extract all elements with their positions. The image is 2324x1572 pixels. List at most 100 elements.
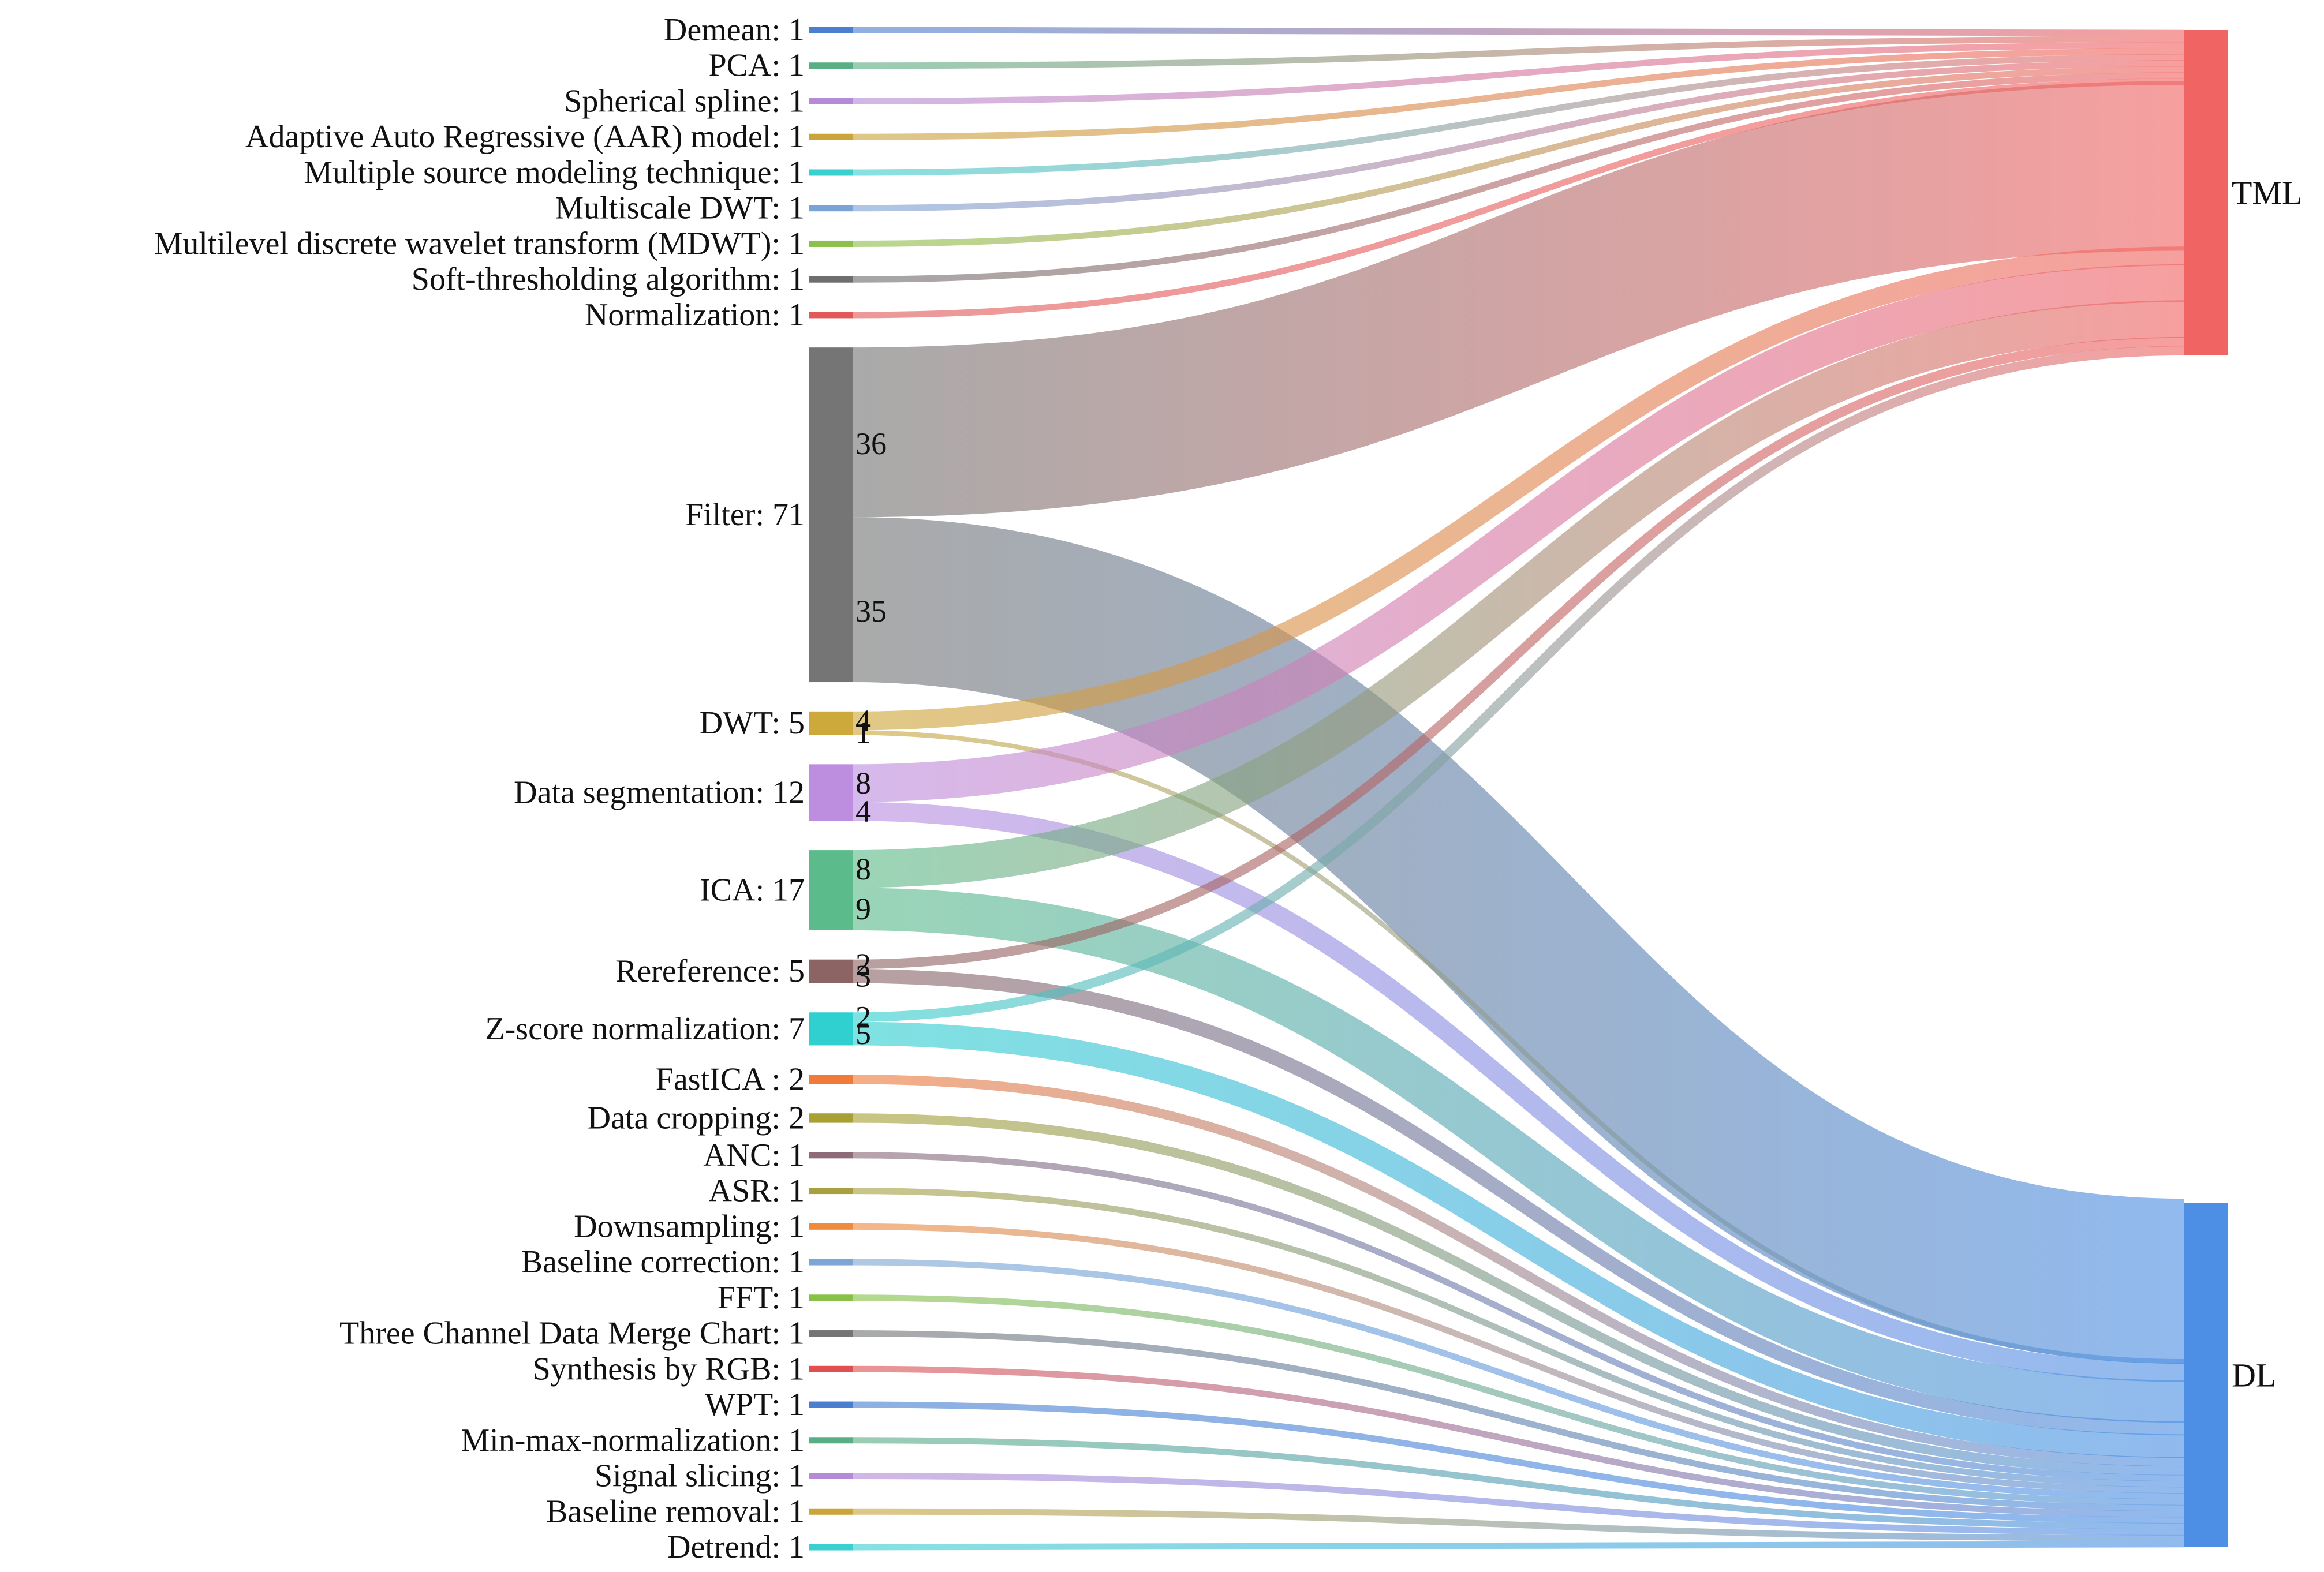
link-dwt-to-tml[interactable] [853,246,2185,731]
source-node-anc[interactable] [809,1152,853,1159]
source-label-multiscale-dwt: Multiscale DWT: 1 [555,190,805,226]
flow-label-z-score-normalization-to-dl: 5 [855,1016,871,1051]
source-node-baseline-correction[interactable] [809,1259,853,1266]
link-adaptive-auto-regressive-aar-model-to-tml[interactable] [853,48,2185,140]
source-label-z-score-normalization: Z-score normalization: 7 [485,1011,805,1047]
link-fft-to-dl[interactable] [853,1294,2185,1506]
link-filter-to-tml[interactable] [853,81,2185,518]
link-z-score-normalization-to-dl[interactable] [853,1021,2185,1458]
source-node-detrend[interactable] [809,1544,853,1551]
flow-label-data-segmentation-to-tml: 8 [855,766,871,800]
source-node-min-max-normalization[interactable] [809,1437,853,1444]
source-label-fastica: FastICA : 2 [656,1061,805,1097]
link-data-cropping-to-dl[interactable] [853,1113,2185,1476]
source-node-baseline-removal[interactable] [809,1508,853,1515]
link-three-channel-data-merge-chart-to-dl[interactable] [853,1330,2185,1511]
link-wpt-to-dl[interactable] [853,1401,2185,1524]
source-node-z-score-normalization[interactable] [809,1012,853,1046]
link-anc-to-dl[interactable] [853,1152,2185,1481]
source-node-adaptive-auto-regressive-aar-model[interactable] [809,133,853,140]
source-node-synthesis-by-rgb[interactable] [809,1365,853,1372]
link-ica-to-tml[interactable] [853,300,2185,888]
source-node-signal-slicing[interactable] [809,1473,853,1480]
source-node-filter[interactable] [809,347,853,683]
source-node-rereference[interactable] [809,959,853,983]
link-multiple-source-modeling-technique-to-tml[interactable] [853,54,2185,176]
target-node-tml[interactable] [2184,30,2228,355]
source-node-data-segmentation[interactable] [809,764,853,821]
source-node-demean[interactable] [809,27,853,33]
source-node-data-cropping[interactable] [809,1113,853,1123]
source-label-demean: Demean: 1 [664,12,805,48]
source-node-multiscale-dwt[interactable] [809,205,853,212]
link-soft-thresholding-algorithm-to-tml[interactable] [853,72,2185,283]
source-node-three-channel-data-merge-chart[interactable] [809,1330,853,1337]
source-label-multiple-source-modeling-technique: Multiple source modeling technique: 1 [304,155,805,190]
source-label-ica: ICA: 17 [700,873,805,908]
source-label-anc: ANC: 1 [703,1137,805,1173]
flow-label-filter-to-dl: 35 [855,594,887,628]
flow-label-rereference-to-dl: 3 [855,959,871,993]
link-dwt-to-dl[interactable] [853,730,2185,1364]
target-label-tml: TML [2232,174,2302,211]
source-node-dwt[interactable] [809,711,853,735]
flow-label-data-segmentation-to-dl: 4 [855,794,871,829]
flow-label-dwt-to-tml: 4 [855,703,871,738]
source-node-asr[interactable] [809,1188,853,1195]
flow-label-ica-to-tml: 8 [855,852,871,886]
source-node-multilevel-discrete-wavelet-transform-mdwt[interactable] [809,240,853,247]
source-node-downsampling[interactable] [809,1223,853,1230]
source-label-synthesis-by-rgb: Synthesis by RGB: 1 [533,1351,805,1387]
sankey-nodes [809,27,2228,1551]
source-node-soft-thresholding-algorithm[interactable] [809,276,853,283]
link-multilevel-discrete-wavelet-transform-mdwt-to-tml[interactable] [853,66,2185,247]
link-rereference-to-dl[interactable] [853,969,2185,1436]
source-label-rereference: Rereference: 5 [615,953,805,989]
link-pca-to-tml[interactable] [853,36,2185,69]
link-ica-to-dl[interactable] [853,888,2185,1423]
source-label-spherical-spline: Spherical spline: 1 [564,83,805,119]
link-spherical-spline-to-tml[interactable] [853,42,2185,104]
source-node-pca[interactable] [809,62,853,69]
link-signal-slicing-to-dl[interactable] [853,1473,2185,1536]
sankey-links [853,27,2185,1551]
link-multiscale-dwt-to-tml[interactable] [853,60,2185,212]
link-synthesis-by-rgb-to-dl[interactable] [853,1365,2185,1518]
link-demean-to-tml[interactable] [853,27,2185,36]
flow-label-z-score-normalization-to-tml: 2 [855,1000,871,1034]
target-node-dl[interactable] [2184,1203,2228,1547]
link-data-segmentation-to-tml[interactable] [853,264,2185,802]
source-label-data-cropping: Data cropping: 2 [588,1100,805,1136]
link-z-score-normalization-to-tml[interactable] [853,346,2185,1022]
flow-label-filter-to-tml: 36 [855,426,887,461]
source-node-multiple-source-modeling-technique[interactable] [809,169,853,176]
source-node-spherical-spline[interactable] [809,98,853,104]
link-normalization-to-tml[interactable] [853,78,2185,319]
link-baseline-correction-to-dl[interactable] [853,1259,2185,1500]
source-label-adaptive-auto-regressive-aar-model: Adaptive Auto Regressive (AAR) model: 1 [245,119,805,155]
link-fastica-to-dl[interactable] [853,1075,2185,1467]
source-label-filter: Filter: 71 [685,497,805,533]
source-label-downsampling: Downsampling: 1 [574,1208,805,1244]
flow-label-ica-to-dl: 9 [855,892,871,926]
link-baseline-removal-to-dl[interactable] [853,1508,2185,1541]
link-rereference-to-tml[interactable] [853,336,2185,970]
flow-label-dwt-to-dl: 1 [855,716,871,750]
source-label-soft-thresholding-algorithm: Soft-thresholding algorithm: 1 [412,261,805,297]
source-node-fastica[interactable] [809,1075,853,1084]
link-filter-to-dl[interactable] [853,517,2185,1364]
source-label-fft: FFT: 1 [718,1280,805,1316]
source-label-data-segmentation: Data segmentation: 12 [514,774,805,810]
source-label-baseline-removal: Baseline removal: 1 [546,1494,805,1529]
source-node-fft[interactable] [809,1294,853,1301]
source-label-multilevel-discrete-wavelet-transform-mdwt: Multilevel discrete wavelet transform (M… [154,226,805,261]
source-label-three-channel-data-merge-chart: Three Channel Data Merge Chart: 1 [339,1316,805,1352]
link-asr-to-dl[interactable] [853,1188,2185,1488]
link-min-max-normalization-to-dl[interactable] [853,1437,2185,1530]
source-node-ica[interactable] [809,850,853,930]
target-label-dl: DL [2232,1356,2276,1394]
link-downsampling-to-dl[interactable] [853,1223,2185,1494]
source-node-normalization[interactable] [809,312,853,319]
link-detrend-to-dl[interactable] [853,1541,2185,1551]
source-node-wpt[interactable] [809,1401,853,1408]
